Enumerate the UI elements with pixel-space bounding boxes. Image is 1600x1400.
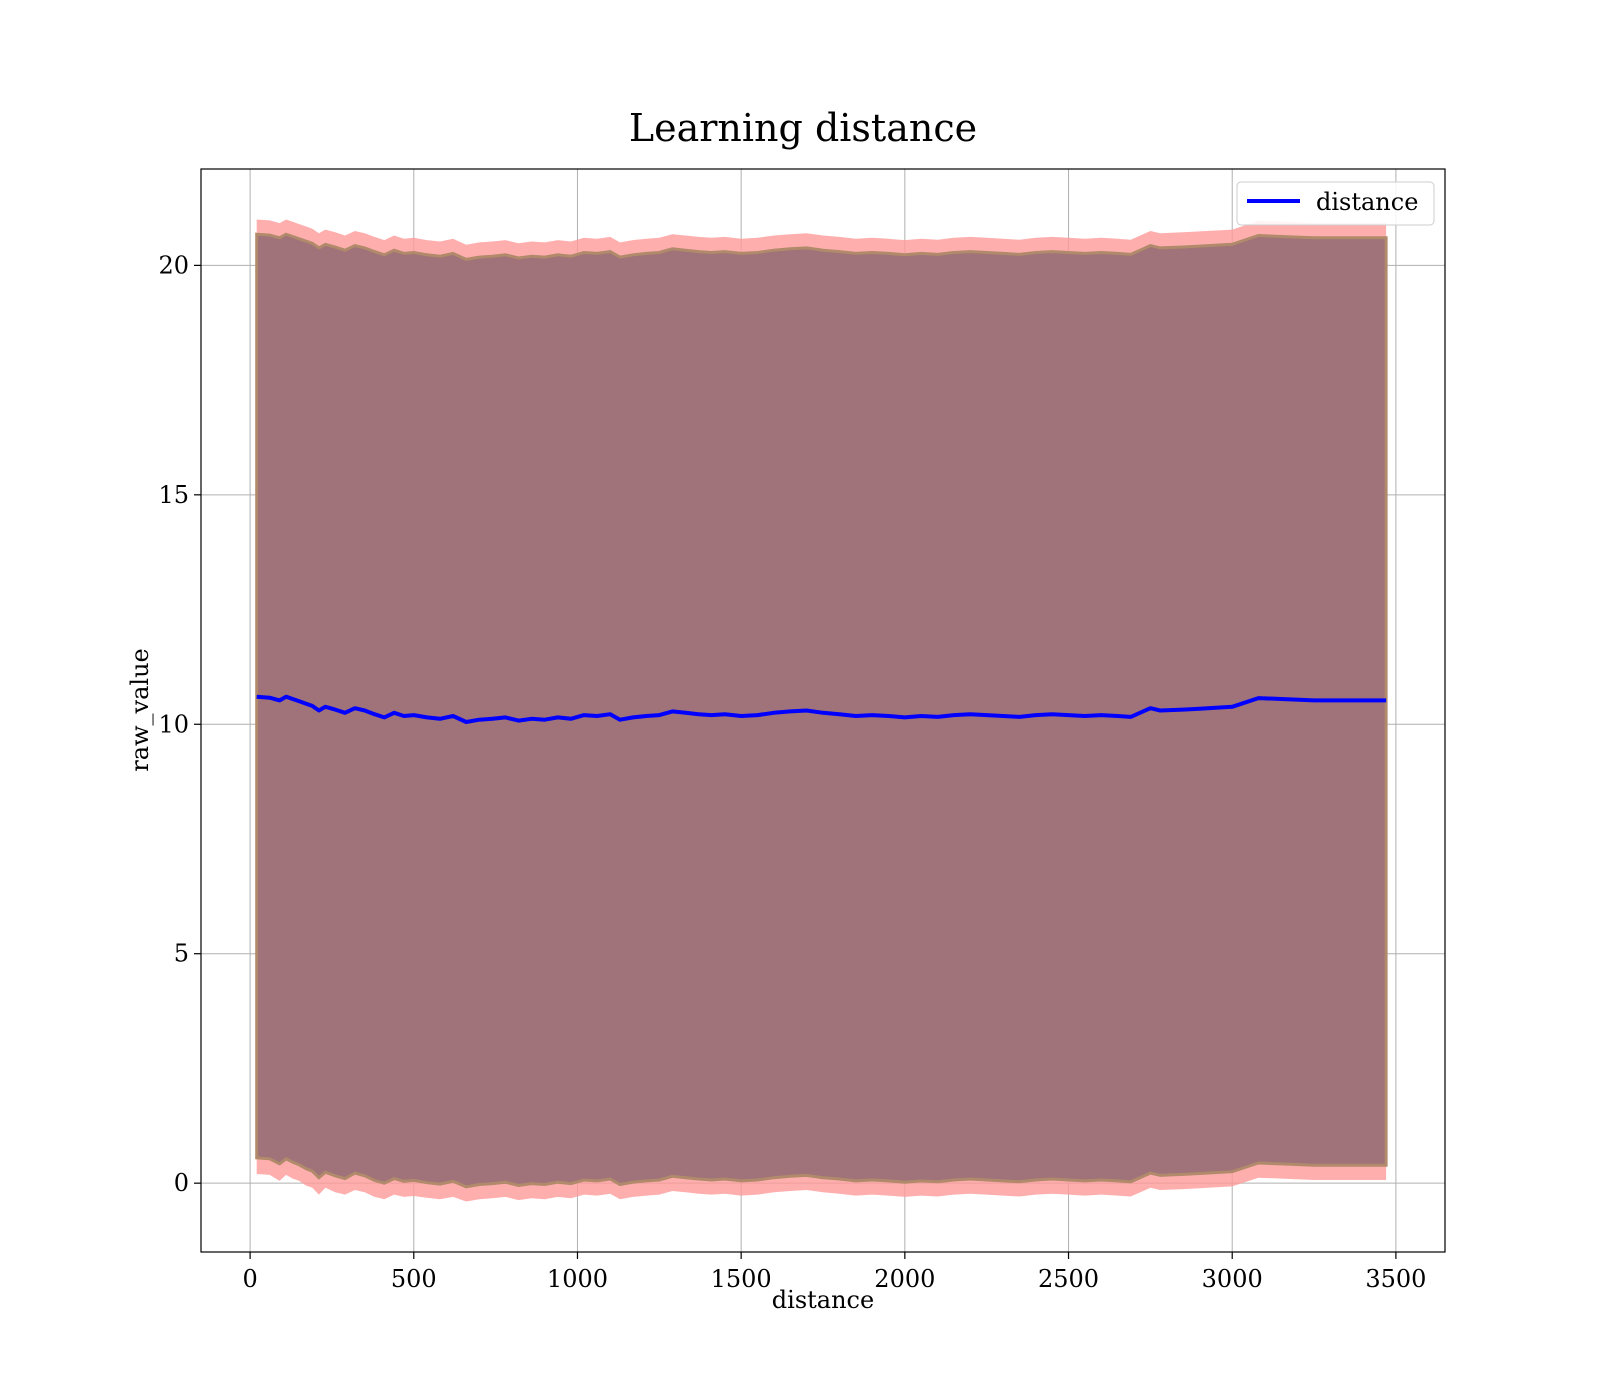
legend: distance [1236, 181, 1435, 226]
y-tick-label: 0 [174, 1169, 189, 1197]
chart-title: Learning distance [629, 106, 977, 150]
y-tick-label: 15 [158, 481, 189, 509]
x-tick-label: 0 [242, 1265, 257, 1293]
y-axis-ticks: 0 5 10 15 20 [158, 251, 201, 1197]
series-lines [256, 694, 1387, 724]
x-axis-label: distance [772, 1286, 874, 1314]
plot-frame [200, 168, 1446, 1253]
x-tick-label: 500 [391, 1265, 437, 1293]
legend-label-distance: distance [1316, 188, 1418, 216]
y-tick-label: 5 [174, 940, 189, 968]
y-axis-label: raw_value [126, 648, 154, 772]
confidence-bands [255, 219, 1388, 1202]
x-tick-label: 3500 [1365, 1265, 1426, 1293]
x-tick-label: 3000 [1202, 1265, 1263, 1293]
x-axis-ticks: 0 500 1000 1500 2000 2500 3000 3500 [242, 1252, 1426, 1293]
legend-box [1236, 181, 1435, 226]
y-tick-label: 20 [158, 251, 189, 279]
series-line-distance [256, 694, 1387, 724]
x-tick-label: 1500 [711, 1265, 772, 1293]
x-tick-label: 2000 [874, 1265, 935, 1293]
x-tick-label: 1000 [547, 1265, 608, 1293]
y-tick-label: 10 [158, 710, 189, 738]
x-tick-label: 2500 [1038, 1265, 1099, 1293]
inner-band [255, 232, 1388, 1189]
